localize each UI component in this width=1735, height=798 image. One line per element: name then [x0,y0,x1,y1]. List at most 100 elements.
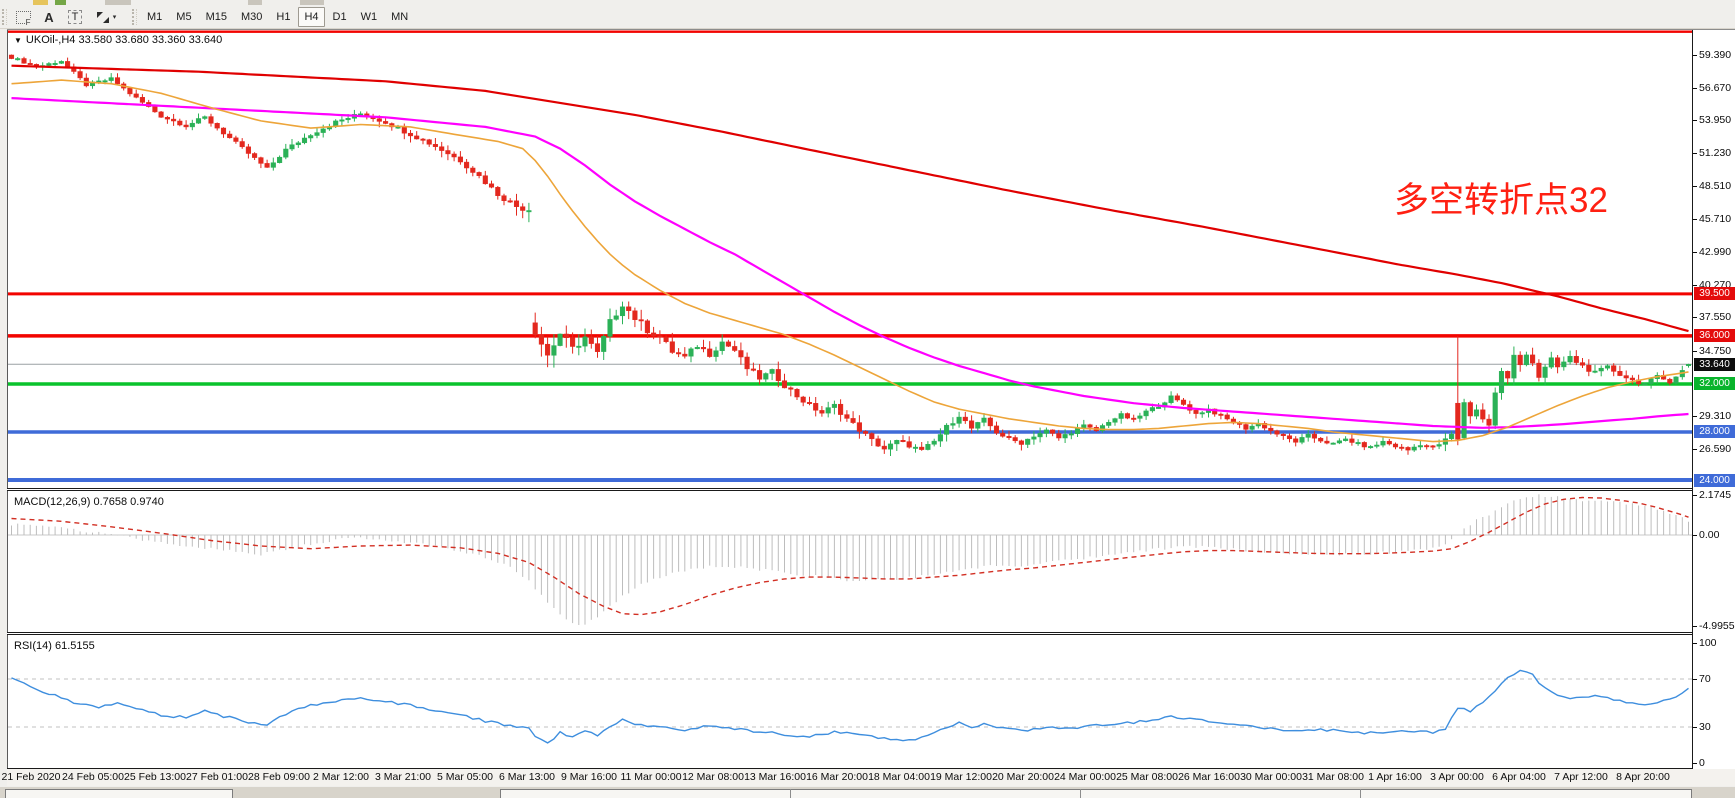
rsi-canvas[interactable] [8,635,1693,768]
price-scale-axis[interactable]: 59.390 56.670 53.950 51.230 48.510 45.710 42.9… [1692,30,1735,786]
timeframe-button-w1[interactable]: W1 [360,11,378,23]
timeframe-button-h1[interactable]: H1 [276,11,291,23]
time-tick-label: 18 Mar 04:00 [868,771,930,783]
drawing-and-timeframe-toolbar: F A T ▾ M1 M5 M15 M30 H1 H4 D1 W1 MN [0,6,1735,29]
rsi-line [11,669,1689,744]
axis-tick-mark [1693,643,1697,644]
timeframe-button-m15[interactable]: M15 [205,11,227,23]
price-tick-label: 37.550 [1699,311,1732,323]
boxed-t-icon: T [67,10,83,24]
timeframe-button-h4[interactable]: H4 [298,7,325,27]
price-tick-label: 59.390 [1699,49,1732,61]
price-tick-label: 51.230 [1699,147,1732,159]
macd-histogram [11,494,1689,625]
time-tick-label: 6 Apr 04:00 [1492,771,1546,783]
axis-tick-mark [1693,252,1697,253]
time-tick-label: 2 Mar 12:00 [312,771,370,783]
macd-canvas[interactable] [8,491,1693,632]
time-tick-label: 3 Apr 00:00 [1430,771,1484,783]
symbol-dropdown-icon[interactable]: ▼ [14,36,22,45]
timeframe-button-m1[interactable]: M1 [147,11,163,23]
text-label-tool-button[interactable]: A [37,7,61,27]
axis-tick-mark [1693,351,1697,352]
toolbar-grip[interactable] [132,9,137,25]
chart-title: ▼ UKOil-,H4 33.580 33.680 33.360 33.640 [14,34,222,46]
ma-orange-line [11,79,1689,443]
timeframe-button-d1[interactable]: D1 [332,11,347,23]
toolbar-grip[interactable] [2,9,7,25]
time-tick-label: 25 Mar 08:00 [1116,771,1178,783]
ma-red-line [11,64,1689,333]
chart-text-annotation[interactable]: 多空转折点32 [1394,181,1608,220]
horizontal-level-lines[interactable] [8,292,1693,482]
clipped-tab[interactable] [500,789,1692,798]
time-tick-label: 30 Mar 00:00 [1240,771,1302,783]
symbol-ohlc-text: UKOil-,H4 33.580 33.680 33.360 33.640 [25,34,223,46]
timeframe-button-m5[interactable]: M5 [176,11,192,23]
axis-tick-mark [1693,535,1697,536]
axis-tick-mark [1693,153,1697,154]
grid-f-letter: F [25,17,31,27]
letter-a-icon: A [44,9,54,25]
time-tick-label: 25 Feb 13:00 [124,771,186,783]
axis-tick-mark [1693,88,1697,89]
time-tick-label: 31 Mar 08:00 [1302,771,1364,783]
rsi-tick-label: 70 [1699,673,1711,685]
tab-separator [1360,789,1361,798]
axis-tick-mark [1693,763,1697,764]
price-tick-label: 42.990 [1699,246,1732,258]
timeframe-button-mn[interactable]: MN [391,11,409,23]
clipped-horizontal-line[interactable] [8,30,1693,33]
macd-signal-line [11,496,1689,616]
time-tick-label: 5 Mar 05:00 [436,771,494,783]
price-tick-label: 48.510 [1699,180,1732,192]
price-tick-label: 53.950 [1699,114,1732,126]
price-level-badge: 33.640 [1694,358,1735,371]
timeframe-button-group: M1 M5 M15 M30 H1 H4 D1 W1 MN [140,7,415,27]
price-tick-label: 29.310 [1699,410,1732,422]
price-chart-canvas[interactable] [8,30,1693,488]
timeframe-button-m30[interactable]: M30 [240,11,263,23]
axis-tick-mark [1693,495,1697,496]
panel-separator[interactable] [7,632,1735,635]
time-tick-label: 19 Mar 12:00 [930,771,992,783]
clipped-icon [248,0,262,5]
text-frame-tool-button[interactable]: T [63,7,87,27]
clipped-bottom-tab-bar [0,787,1735,798]
time-tick-label: 3 Mar 21:00 [374,771,432,783]
axis-tick-mark [1693,679,1697,680]
time-scale-axis[interactable]: 21 Feb 2020 24 Feb 05:00 25 Feb 13:00 27 Fe… [2,769,1735,786]
clipped-tab[interactable] [5,789,233,798]
price-tick-label: 26.590 [1699,443,1732,455]
axis-tick-mark [1693,317,1697,318]
time-tick-label: 24 Feb 05:00 [62,771,124,783]
price-tick-label: 56.670 [1699,82,1732,94]
clipped-icon [55,0,66,5]
clipped-icon [33,0,48,5]
clipped-icon [300,0,324,5]
candlesticks[interactable] [8,54,1692,457]
rsi-label: RSI(14) 61.5155 [14,640,95,652]
time-tick-label: 11 Mar 00:00 [620,771,682,783]
ma-magenta-line [11,97,1689,429]
price-level-badge: 32.000 [1694,377,1735,390]
price-tick-label: 45.710 [1699,213,1732,225]
price-level-badge: 39.500 [1694,287,1735,300]
arrows-tool-button[interactable]: ▾ [89,7,123,27]
rsi-indicator-panel[interactable] [7,635,1693,768]
price-tick-label: 34.750 [1699,345,1732,357]
macd-tick-label: 2.1745 [1699,489,1732,501]
crosshair-grid-tool-button[interactable]: F [11,7,35,27]
macd-indicator-panel[interactable] [7,491,1693,632]
time-tick-label: 16 Mar 20:00 [806,771,868,783]
chevron-down-icon[interactable]: ▾ [112,14,117,21]
price-chart-panel[interactable] [7,30,1693,488]
axis-tick-mark [1693,120,1697,121]
axis-tick-mark [1693,186,1697,187]
time-tick-label: 27 Feb 01:00 [186,771,248,783]
panel-separator[interactable] [7,488,1735,491]
clipped-upper-toolbar [0,0,1735,6]
axis-tick-mark [1693,285,1697,286]
macd-tick-label: -4.9955 [1699,620,1735,632]
time-tick-label: 6 Mar 13:00 [498,771,556,783]
